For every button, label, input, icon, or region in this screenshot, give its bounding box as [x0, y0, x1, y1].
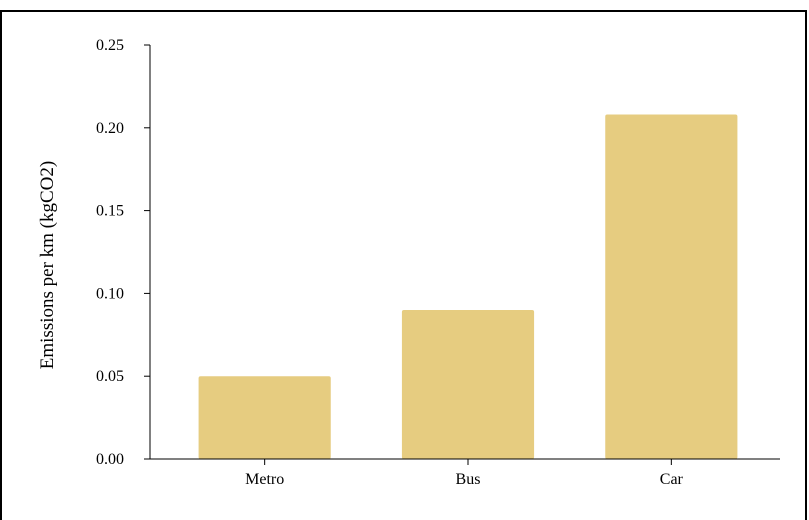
y-axis: 0.00 0.05 0.10 0.15 0.20 0.25: [96, 37, 151, 468]
bar-bus: [401, 309, 535, 459]
y-tick-label: 0.05: [96, 368, 124, 385]
x-tick-label: Car: [660, 471, 684, 488]
y-tick-label: 0.25: [96, 37, 124, 54]
bar-chart: 0.00 0.05 0.10 0.15 0.20 0.25 Metro Bus Car Emi…: [37, 37, 780, 488]
x-axis: Metro Bus Car: [150, 458, 780, 488]
x-tick-label: Bus: [456, 471, 481, 488]
y-axis-title: Emissions per km (kgCO2): [37, 161, 58, 369]
y-tick-label: 0.10: [96, 285, 124, 302]
x-ticks: Metro Bus Car: [245, 459, 684, 488]
y-tick-label: 0.15: [96, 203, 124, 220]
bars-group: [198, 114, 738, 459]
y-ticks: 0.00 0.05 0.10 0.15 0.20 0.25: [96, 37, 150, 468]
x-tick-label: Metro: [245, 471, 284, 488]
y-tick-label: 0.00: [96, 451, 124, 468]
bar-metro: [198, 376, 331, 459]
bar-car: [605, 114, 738, 459]
y-tick-label: 0.20: [96, 120, 124, 137]
